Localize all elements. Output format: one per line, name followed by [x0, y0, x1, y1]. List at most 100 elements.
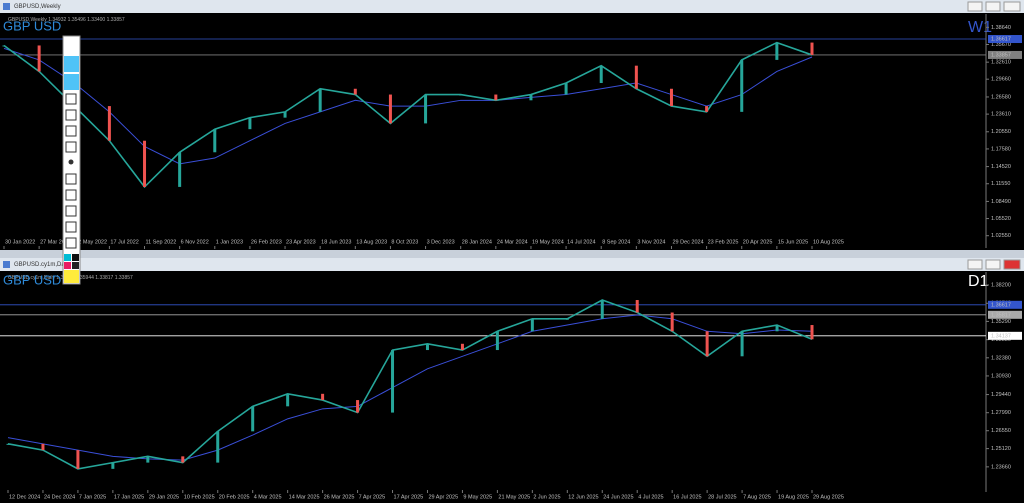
drawing-toolbar — [62, 35, 81, 285]
tool-dot[interactable] — [68, 159, 74, 165]
date-label: 8 Oct 2023 — [391, 239, 418, 245]
date-label: 12 Dec 2024 — [9, 494, 40, 500]
date-label: 29 Dec 2024 — [672, 239, 703, 245]
color-black[interactable] — [72, 254, 79, 261]
candle — [318, 88, 322, 112]
date-label: 13 Aug 2023 — [356, 239, 387, 245]
candle — [599, 65, 603, 83]
window-title: GBPUSD,Weekly — [14, 4, 61, 10]
window-buttons — [967, 1, 1021, 270]
candle — [775, 325, 779, 332]
level-label: 1.35817 — [991, 312, 1011, 318]
candle — [670, 312, 674, 332]
candle — [41, 443, 45, 451]
tool-list[interactable] — [65, 237, 77, 249]
date-label: 30 Jan 2022 — [5, 239, 35, 245]
date-label: 28 Jan 2024 — [462, 239, 492, 245]
candle — [810, 42, 814, 55]
candle — [494, 94, 498, 101]
candle — [107, 106, 111, 141]
price-line — [7, 299, 813, 470]
date-label: 15 Jun 2025 — [778, 239, 808, 245]
date-label: 23 Apr 2023 — [286, 239, 316, 245]
close-button[interactable] — [1003, 259, 1021, 270]
price-tick-label: 1.38200 — [991, 282, 1011, 288]
splitter — [0, 250, 1024, 258]
window-icon — [3, 261, 10, 268]
candle — [740, 59, 744, 112]
candle — [178, 152, 182, 187]
price-tick-label: 1.05520 — [991, 216, 1011, 222]
pen-icon[interactable] — [66, 39, 76, 49]
window-icon — [3, 3, 10, 10]
candle — [634, 65, 638, 89]
candle — [740, 331, 744, 357]
date-label: 17 Apr 2025 — [394, 494, 424, 500]
maximize-button[interactable] — [985, 259, 1001, 270]
price-tick-label: 1.26550 — [991, 428, 1011, 434]
minimize-button[interactable] — [967, 1, 983, 12]
moving-average — [3, 47, 813, 165]
candle — [565, 318, 569, 320]
candle — [146, 456, 150, 463]
date-label: 9 May 2025 — [463, 494, 492, 500]
date-label: 2 Jun 2025 — [533, 494, 560, 500]
color-magenta[interactable] — [64, 262, 71, 269]
date-label: 1 Jan 2023 — [216, 239, 243, 245]
level-label: 1.36617 — [991, 36, 1011, 42]
candle — [425, 343, 429, 351]
candle — [529, 94, 533, 101]
price-tick-label: 1.02550 — [991, 233, 1011, 239]
color-dark[interactable] — [72, 262, 79, 269]
tool-pencil[interactable] — [65, 109, 77, 121]
tool-undo[interactable] — [65, 173, 77, 185]
tool-camera[interactable] — [65, 221, 77, 233]
level-tag — [988, 300, 1022, 309]
candle — [530, 318, 534, 332]
date-label: 24 Dec 2024 — [44, 494, 75, 500]
candle — [286, 393, 290, 407]
candle — [6, 443, 10, 445]
candle — [705, 106, 709, 112]
price-tick-label: 1.23660 — [991, 464, 1011, 470]
level-tag — [988, 50, 1022, 59]
minimize-button[interactable] — [967, 259, 983, 270]
candle — [459, 94, 463, 96]
date-label: 17 Jul 2022 — [110, 239, 138, 245]
price-tick-label: 1.08490 — [991, 199, 1011, 205]
candle — [37, 45, 41, 72]
date-label: 26 Feb 2023 — [251, 239, 282, 245]
tool-cursor[interactable] — [64, 74, 79, 90]
tool-delete[interactable] — [65, 189, 77, 201]
candle — [495, 331, 499, 351]
color-cyan[interactable] — [64, 254, 71, 261]
window-title: GBPUSD.cy1m,Daily — [14, 262, 70, 268]
price-tick-label: 1.20550 — [991, 129, 1011, 135]
candle — [248, 117, 252, 130]
price-tick-label: 1.26580 — [991, 94, 1011, 100]
tool-magnet[interactable] — [65, 93, 77, 105]
candle — [600, 300, 604, 319]
date-label: 7 Apr 2025 — [359, 494, 386, 500]
date-label: 20 Feb 2025 — [219, 494, 250, 500]
color-yellow[interactable] — [64, 270, 79, 283]
level-label: 1.34137 — [991, 333, 1011, 339]
date-label: 27 Mar 2022 — [40, 239, 71, 245]
price-tick-label: 1.23610 — [991, 112, 1011, 118]
level-label: 1.36617 — [991, 302, 1011, 308]
tool-rect[interactable] — [65, 125, 77, 137]
close-button[interactable] — [1003, 1, 1021, 12]
candle — [321, 393, 325, 401]
date-label: 14 Mar 2025 — [289, 494, 320, 500]
price-tick-label: 1.27990 — [991, 410, 1011, 416]
tool-template[interactable] — [65, 205, 77, 217]
date-label: 19 May 2024 — [532, 239, 564, 245]
candle — [111, 462, 115, 469]
candle — [356, 400, 360, 413]
tool-eraser[interactable] — [65, 141, 77, 153]
tool-eye[interactable] — [64, 56, 79, 72]
level-tag — [988, 331, 1022, 340]
candle — [705, 331, 709, 357]
candle — [460, 343, 464, 351]
maximize-button[interactable] — [985, 1, 1001, 12]
